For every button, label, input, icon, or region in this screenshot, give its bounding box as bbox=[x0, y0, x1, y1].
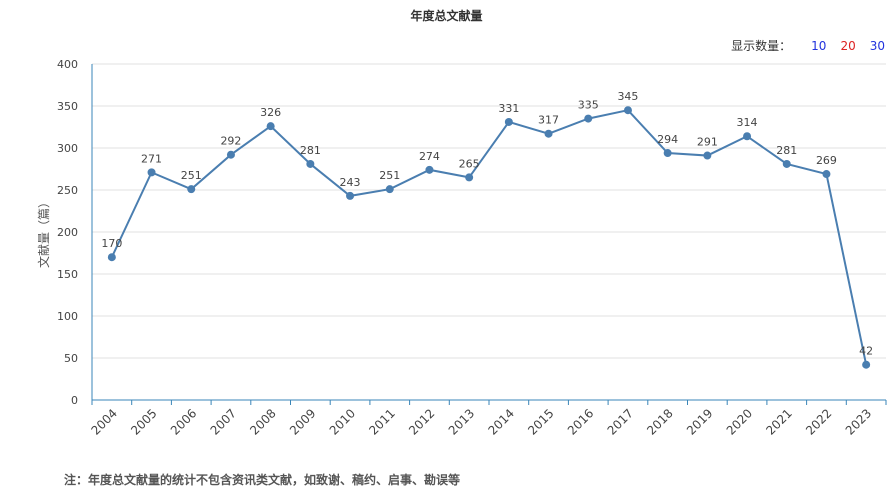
x-tick-label: 2007 bbox=[208, 406, 239, 437]
x-tick-label: 2019 bbox=[684, 406, 715, 437]
x-tick-label: 2020 bbox=[724, 406, 755, 437]
data-point[interactable] bbox=[425, 165, 434, 174]
data-point[interactable] bbox=[703, 151, 712, 160]
data-point[interactable] bbox=[584, 114, 593, 123]
display-count-option-10[interactable]: 10 bbox=[811, 38, 827, 53]
data-label: 42 bbox=[859, 345, 873, 358]
data-label: 314 bbox=[737, 116, 758, 129]
series-line bbox=[110, 109, 868, 365]
x-tick-label: 2011 bbox=[366, 406, 397, 437]
data-point[interactable] bbox=[266, 122, 275, 131]
data-label: 243 bbox=[340, 176, 361, 189]
x-tick-label: 2009 bbox=[287, 406, 318, 437]
y-tick-label: 150 bbox=[57, 268, 78, 281]
y-tick-label: 200 bbox=[57, 226, 78, 239]
data-label: 281 bbox=[776, 144, 797, 157]
data-label: 281 bbox=[300, 144, 321, 157]
y-tick-label: 100 bbox=[57, 310, 78, 323]
data-label: 294 bbox=[657, 133, 678, 146]
x-tick-label: 2017 bbox=[605, 406, 636, 437]
x-tick-label: 2023 bbox=[843, 406, 874, 437]
x-tick-label: 2018 bbox=[644, 406, 675, 437]
data-label: 292 bbox=[220, 135, 241, 148]
data-point[interactable] bbox=[107, 253, 116, 262]
data-point[interactable] bbox=[385, 185, 394, 194]
x-tick-label: 2004 bbox=[88, 406, 119, 437]
data-point[interactable] bbox=[743, 132, 752, 141]
data-label: 251 bbox=[379, 169, 400, 182]
data-point[interactable] bbox=[346, 191, 355, 200]
y-tick-label: 350 bbox=[57, 100, 78, 113]
data-point[interactable] bbox=[862, 360, 871, 369]
x-tick-label: 2021 bbox=[763, 406, 794, 437]
y-tick-label: 0 bbox=[71, 394, 78, 407]
y-tick-label: 300 bbox=[57, 142, 78, 155]
data-label: 291 bbox=[697, 136, 718, 149]
y-tick-label: 250 bbox=[57, 184, 78, 197]
x-tick-label: 2006 bbox=[168, 406, 199, 437]
display-count-option-20[interactable]: 20 bbox=[840, 38, 856, 53]
x-tick-label: 2016 bbox=[565, 406, 596, 437]
x-tick-label: 2005 bbox=[128, 406, 159, 437]
display-count-label: 显示数量： bbox=[731, 39, 792, 53]
data-point[interactable] bbox=[226, 150, 235, 159]
x-axis: 2004 2005 2006 2007 2008 2009 2010 2011 2012 2013… bbox=[88, 399, 887, 438]
data-label: 326 bbox=[260, 106, 281, 119]
data-labels: 170 271 251 292 326 281 243 251 274 265 331 317 335 3… bbox=[101, 90, 873, 358]
data-point[interactable] bbox=[822, 170, 831, 179]
data-point[interactable] bbox=[465, 173, 474, 182]
data-point[interactable] bbox=[147, 168, 156, 177]
data-label: 170 bbox=[101, 237, 122, 250]
x-tick-label: 2015 bbox=[525, 406, 556, 437]
data-point[interactable] bbox=[187, 185, 196, 194]
x-tick-label: 2008 bbox=[247, 406, 278, 437]
y-axis: 0 50 100 150 200 250 300 350 400 bbox=[57, 58, 93, 407]
data-point[interactable] bbox=[504, 117, 513, 126]
footnote: 注：年度总文献量的统计不包含资讯类文献，如致谢、稿约、启事、勘误等 bbox=[64, 473, 461, 487]
y-tick-label: 50 bbox=[64, 352, 78, 365]
data-point[interactable] bbox=[782, 159, 791, 168]
data-point[interactable] bbox=[663, 149, 672, 158]
data-point[interactable] bbox=[306, 159, 315, 168]
grid-lines bbox=[92, 63, 886, 359]
y-tick-label: 400 bbox=[57, 58, 78, 71]
data-label: 317 bbox=[538, 114, 559, 127]
data-points bbox=[107, 106, 871, 369]
data-point[interactable] bbox=[544, 129, 553, 138]
data-label: 345 bbox=[617, 90, 638, 103]
series-line-group bbox=[110, 109, 868, 365]
x-tick-label: 2012 bbox=[406, 406, 437, 437]
data-label: 274 bbox=[419, 150, 440, 163]
chart-title: 年度总文献量 bbox=[410, 9, 483, 23]
data-label: 335 bbox=[578, 99, 599, 112]
data-label: 265 bbox=[459, 157, 480, 170]
x-tick-label: 2014 bbox=[485, 406, 516, 437]
display-count-option-30[interactable]: 30 bbox=[869, 38, 885, 53]
y-axis-label: 文献量（篇） bbox=[36, 196, 51, 268]
display-count-selector: 显示数量： 10 20 30 bbox=[731, 37, 885, 54]
data-point[interactable] bbox=[623, 106, 632, 115]
data-label: 271 bbox=[141, 152, 162, 165]
data-label: 331 bbox=[498, 102, 519, 115]
x-tick-label: 2013 bbox=[446, 406, 477, 437]
x-tick-label: 2010 bbox=[327, 406, 358, 437]
data-label: 251 bbox=[181, 169, 202, 182]
x-tick-label: 2022 bbox=[803, 406, 834, 437]
data-label: 269 bbox=[816, 154, 837, 167]
